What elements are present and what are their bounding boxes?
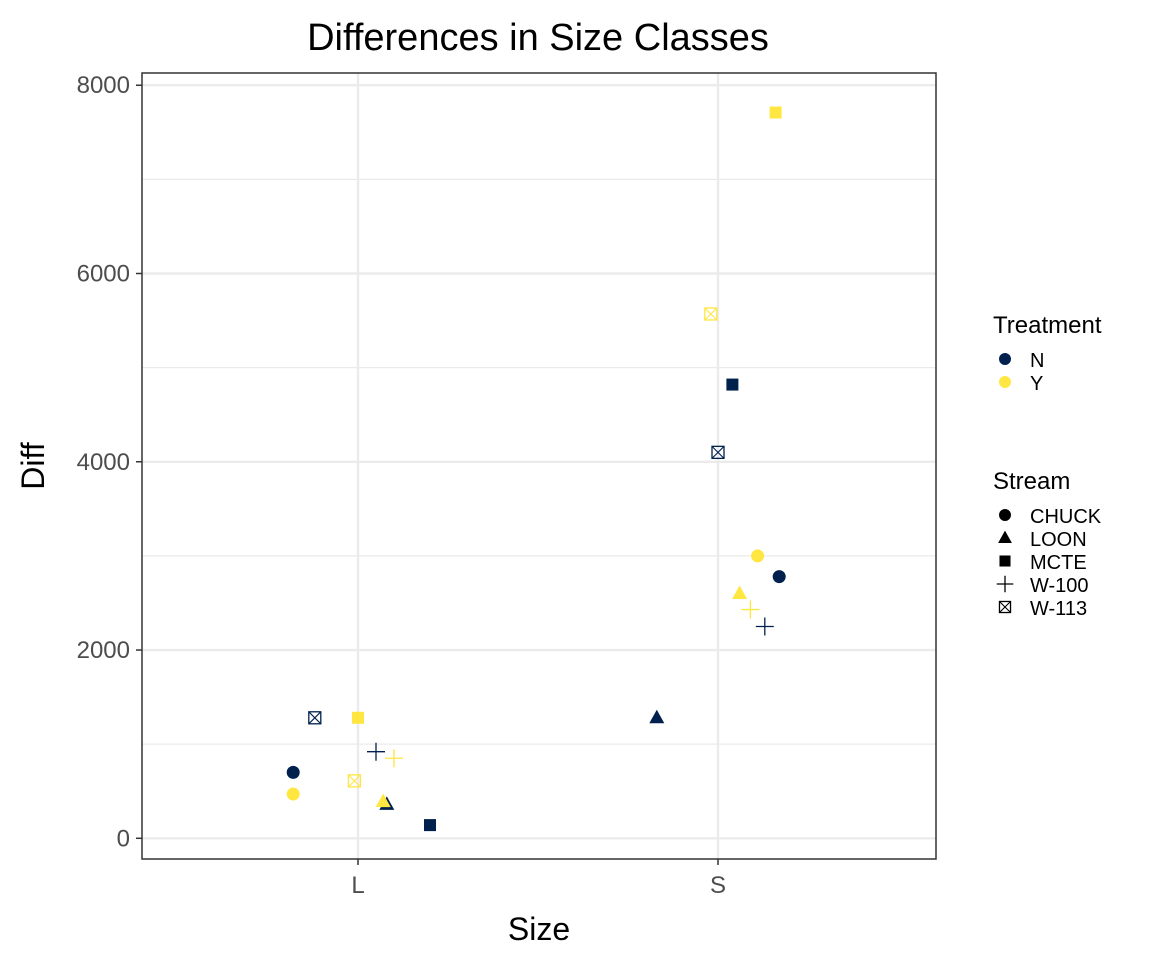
x-axis-title: Size (508, 911, 570, 947)
data-point (711, 445, 725, 460)
legend-label: LOON (1030, 529, 1087, 551)
legend-entry: CHUCK (999, 506, 1102, 528)
legend-entry: LOON (998, 529, 1087, 551)
legend-key (999, 509, 1011, 521)
legend-key (999, 353, 1011, 365)
y-tick-label: 2000 (77, 637, 130, 664)
data-point (286, 787, 300, 801)
data-point (741, 600, 760, 619)
data-point (704, 307, 718, 321)
chart-title: Differences in Size Classes (307, 17, 769, 59)
legend-entry: W-100 (996, 575, 1089, 597)
legend-title: Treatment (993, 312, 1102, 339)
y-axis-title: Diff (15, 442, 51, 490)
data-point (308, 711, 322, 725)
data-point (755, 617, 774, 636)
legend-entry: W-113 (998, 598, 1087, 620)
legend-label: CHUCK (1030, 506, 1102, 528)
y-tick-label: 8000 (77, 72, 130, 99)
legend-entry: Y (999, 373, 1043, 395)
legend-key (998, 530, 1012, 544)
data-point (352, 711, 364, 724)
y-tick-label: 4000 (77, 449, 130, 476)
legend-label: N (1030, 350, 1044, 372)
legend-key (996, 575, 1014, 593)
data-point (367, 742, 385, 761)
x-tick-label: S (710, 872, 726, 899)
x-tick-label: L (351, 872, 364, 899)
data-point (732, 585, 748, 600)
data-point (385, 749, 403, 768)
y-axis: 0 2000 4000 6000 8000 (77, 72, 142, 852)
data-point (769, 106, 782, 119)
plot-border (141, 72, 937, 860)
legend-label: W-113 (1030, 598, 1087, 620)
legend-label: W-100 (1030, 575, 1089, 597)
y-tick-label: 6000 (77, 261, 130, 288)
legend-key (999, 555, 1011, 567)
data-point (726, 378, 739, 391)
plot-panel (142, 73, 936, 859)
data-point (286, 765, 300, 779)
grid-lines (142, 73, 936, 859)
legend-label: MCTE (1030, 552, 1087, 574)
data-points (286, 106, 786, 832)
data-point (751, 549, 765, 563)
legend-label: Y (1030, 373, 1043, 395)
y-tick-label: 0 (117, 825, 130, 852)
data-point (772, 570, 786, 584)
data-point (424, 819, 436, 832)
legend-title: Stream (993, 468, 1070, 495)
legend-key (998, 600, 1012, 614)
data-point (375, 793, 391, 808)
data-point (649, 709, 665, 724)
legend-entry: N (999, 350, 1044, 372)
data-point (347, 774, 362, 788)
legend-entry: MCTE (999, 552, 1087, 574)
legend-key (999, 376, 1011, 388)
